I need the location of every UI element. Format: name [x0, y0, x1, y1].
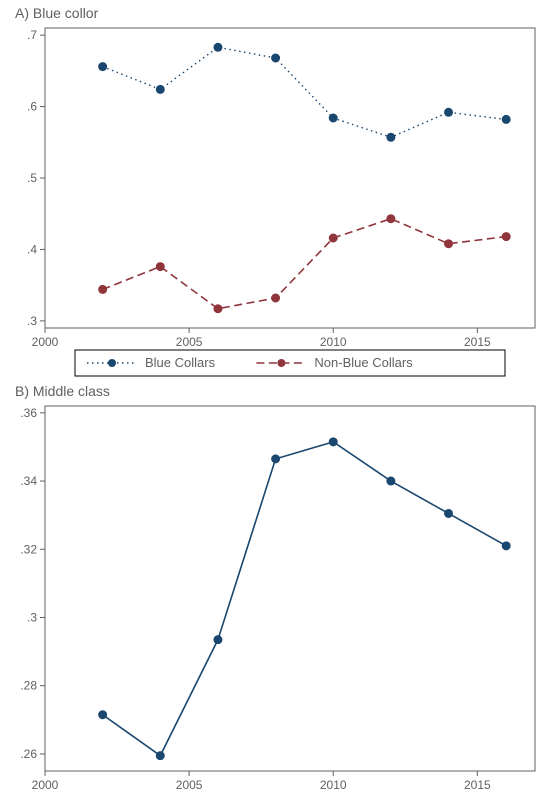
x-tick-label: 2000	[32, 778, 59, 792]
series-marker	[214, 305, 222, 313]
y-tick-label: .26	[20, 747, 37, 761]
series-marker	[502, 233, 510, 241]
series-marker	[329, 438, 337, 446]
series-marker	[272, 455, 280, 463]
series-marker	[156, 263, 164, 271]
series-marker	[445, 108, 453, 116]
series-marker	[387, 215, 395, 223]
x-tick-label: 2005	[176, 778, 203, 792]
y-tick-label: .36	[20, 406, 37, 420]
x-tick-label: 2005	[176, 335, 203, 349]
series-marker	[329, 114, 337, 122]
y-tick-label: .32	[20, 542, 37, 556]
legend-label: Non-Blue Collars	[314, 355, 413, 370]
series-marker	[502, 115, 510, 123]
y-tick-label: .4	[27, 242, 37, 256]
legend-label: Blue Collars	[145, 355, 216, 370]
series-marker	[272, 294, 280, 302]
panel-title: A) Blue collor	[15, 5, 99, 21]
y-tick-label: .3	[27, 610, 37, 624]
panel-title: B) Middle class	[15, 383, 110, 399]
series-marker	[156, 752, 164, 760]
series-marker	[214, 43, 222, 51]
y-tick-label: .3	[27, 314, 37, 328]
series-marker	[99, 285, 107, 293]
series-marker	[445, 509, 453, 517]
y-tick-label: .34	[20, 474, 37, 488]
series-marker	[99, 711, 107, 719]
series-marker	[387, 477, 395, 485]
y-tick-label: .28	[20, 679, 37, 693]
x-tick-label: 2015	[464, 335, 491, 349]
x-tick-label: 2000	[32, 335, 59, 349]
series-marker	[502, 542, 510, 550]
x-tick-label: 2010	[320, 335, 347, 349]
x-tick-label: 2015	[464, 778, 491, 792]
legend-box	[75, 350, 505, 376]
series-marker	[387, 133, 395, 141]
series-marker	[156, 85, 164, 93]
y-tick-label: .7	[27, 28, 37, 42]
series-marker	[214, 636, 222, 644]
y-tick-label: .6	[27, 100, 37, 114]
x-tick-label: 2010	[320, 778, 347, 792]
legend-marker	[108, 359, 116, 367]
y-tick-label: .5	[27, 171, 37, 185]
series-marker	[445, 240, 453, 248]
series-marker	[272, 54, 280, 62]
series-marker	[329, 234, 337, 242]
plot-area	[45, 406, 535, 771]
series-marker	[99, 63, 107, 71]
legend-marker	[277, 359, 285, 367]
